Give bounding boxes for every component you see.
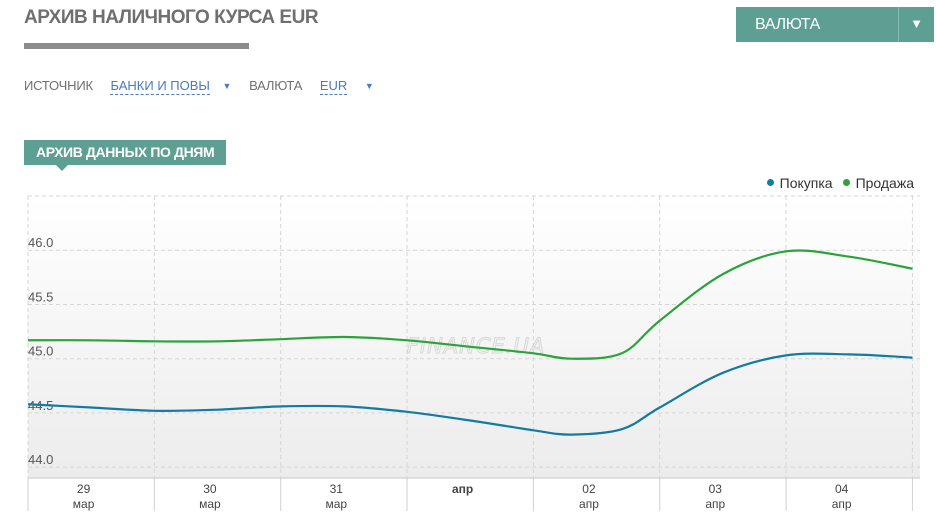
legend-label: Покупка [779, 175, 833, 191]
currency-select[interactable]: EUR [319, 78, 348, 95]
source-select[interactable]: БАНКИ И ПОВЫ [110, 78, 210, 95]
source-label: ИСТОЧНИК [24, 78, 93, 93]
y-tick-label: 45.0 [28, 344, 53, 359]
currency-caret-icon[interactable]: ▼ [364, 81, 374, 91]
x-tick-day-label: 03 [709, 482, 723, 496]
title-underline [24, 43, 249, 49]
x-tick-day-label: 29 [77, 482, 91, 496]
legend-item-buy[interactable]: Покупка [766, 175, 833, 191]
series-line-sell [27, 249, 913, 360]
y-tick-label: 46.0 [28, 235, 53, 250]
watermark-logo: FINANCE.UA [407, 334, 545, 358]
x-tick-day-label: апр [452, 482, 473, 496]
y-tick-label: 44.0 [28, 452, 53, 467]
page-title: АРХИВ НАЛИЧНОГО КУРСА EUR [24, 7, 319, 28]
tab-notch [56, 165, 68, 171]
chart-legend: Покупка Продажа [757, 175, 914, 191]
legend-dot-icon [842, 179, 850, 186]
plot-background [28, 196, 920, 478]
x-tick-month-label: апр [579, 497, 599, 511]
x-tick-day-label: 04 [835, 482, 849, 496]
series-line-buy [27, 352, 913, 436]
x-tick-day-label: 02 [582, 482, 596, 496]
x-tick-day-label: 30 [203, 482, 217, 496]
legend-dot-icon [766, 179, 774, 186]
currency-dropdown-divider [898, 7, 899, 42]
x-tick-month-label: мар [199, 497, 221, 511]
filters-bar: ИСТОЧНИК БАНКИ И ПОВЫ ▼ ВАЛЮТА EUR ▼ [24, 78, 374, 95]
source-caret-icon[interactable]: ▼ [222, 81, 232, 91]
x-tick-month-label: апр [705, 497, 725, 511]
chevron-down-icon[interactable]: ▼ [910, 16, 923, 31]
legend-label: Продажа [855, 175, 914, 191]
legend-item-sell[interactable]: Продажа [842, 175, 914, 191]
x-tick-day-label: 31 [330, 482, 344, 496]
x-tick-month-label: апр [832, 497, 852, 511]
currency-dropdown-label: ВАЛЮТА [755, 16, 821, 33]
currency-filter-label: ВАЛЮТА [249, 78, 303, 93]
currency-dropdown[interactable]: ВАЛЮТА ▼ [736, 7, 934, 42]
x-tick-month-label: мар [73, 497, 95, 511]
y-tick-label: 45.5 [28, 289, 53, 304]
x-tick-month-label: мар [325, 497, 347, 511]
tab-daily-archive[interactable]: АРХИВ ДАННЫХ ПО ДНЯМ [24, 140, 227, 165]
